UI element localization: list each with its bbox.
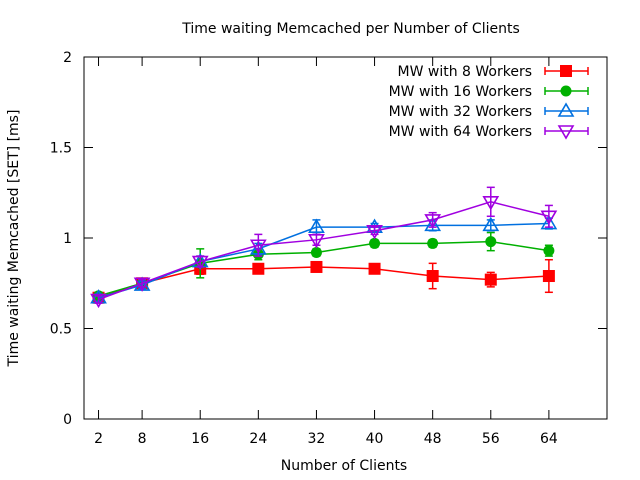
- data-point: [90, 293, 107, 309]
- x-tick-label: 40: [366, 431, 384, 447]
- data-point: [366, 224, 383, 240]
- data-point: [310, 260, 323, 273]
- data-point: [424, 214, 442, 229]
- legend-item-3: MW with 32 Workers: [389, 102, 589, 120]
- legend-marker: [557, 102, 575, 117]
- y-tick-label: 0: [63, 412, 72, 428]
- data-point: [542, 270, 555, 283]
- series-4: [90, 186, 558, 309]
- x-tick-label: 64: [540, 431, 558, 447]
- legend-marker: [557, 125, 575, 140]
- legend-marker: [560, 65, 572, 77]
- series-line: [98, 240, 550, 297]
- data-point: [369, 237, 381, 249]
- legend-item-4: MW with 64 Workers: [389, 124, 589, 140]
- series-3: [90, 214, 558, 304]
- legend: MW with 8 Workers MW with 16 Workers MW wi…: [389, 64, 589, 140]
- legend-label: MW with 16 Workers: [389, 84, 532, 100]
- axes: 0 0.5 1 1.5 2 2 8 16 24 32 40 48 56 64: [50, 50, 607, 447]
- legend-item-1: MW with 8 Workers: [398, 64, 589, 80]
- x-tick-label: 2: [94, 431, 103, 447]
- data-point: [133, 277, 151, 292]
- y-tick-label: 1: [63, 231, 72, 247]
- x-tick-label: 8: [138, 431, 147, 447]
- data-point: [426, 270, 439, 283]
- x-tick-label: 48: [424, 431, 442, 447]
- y-axis-label: Time waiting Memcached [SET] [ms]: [6, 110, 22, 368]
- data-point: [485, 236, 497, 248]
- x-tick-label: 32: [308, 431, 326, 447]
- data-point: [540, 214, 558, 230]
- data-point: [484, 273, 497, 286]
- x-tick-label: 24: [249, 431, 267, 447]
- data-point: [368, 262, 381, 275]
- data-point: [424, 216, 442, 232]
- y-tick-label: 1.5: [50, 141, 72, 157]
- data-point: [540, 210, 558, 225]
- legend-label: MW with 8 Workers: [398, 64, 533, 80]
- legend-item-2: MW with 16 Workers: [389, 84, 589, 100]
- series-layer: [90, 186, 558, 309]
- data-point: [308, 218, 325, 233]
- y-tick-label: 0.5: [50, 322, 72, 338]
- data-point: [249, 239, 267, 254]
- y-tick-label: 2: [63, 50, 72, 66]
- legend-label: MW with 64 Workers: [389, 124, 532, 140]
- x-axis-label: Number of Clients: [281, 458, 407, 474]
- series-1: [92, 258, 555, 304]
- legend-label: MW with 32 Workers: [389, 104, 532, 120]
- data-point: [427, 237, 439, 249]
- data-point: [252, 262, 265, 275]
- x-tick-label: 56: [482, 431, 500, 447]
- data-point: [310, 246, 322, 258]
- chart-title: Time waiting Memcached per Number of Cli…: [181, 21, 520, 37]
- series-line: [98, 266, 549, 299]
- data-point: [482, 216, 500, 232]
- data-point: [543, 245, 555, 257]
- data-point: [482, 196, 500, 211]
- data-point: [308, 234, 325, 249]
- legend-marker: [560, 85, 572, 97]
- x-tick-label: 16: [191, 431, 209, 447]
- data-point: [191, 255, 209, 271]
